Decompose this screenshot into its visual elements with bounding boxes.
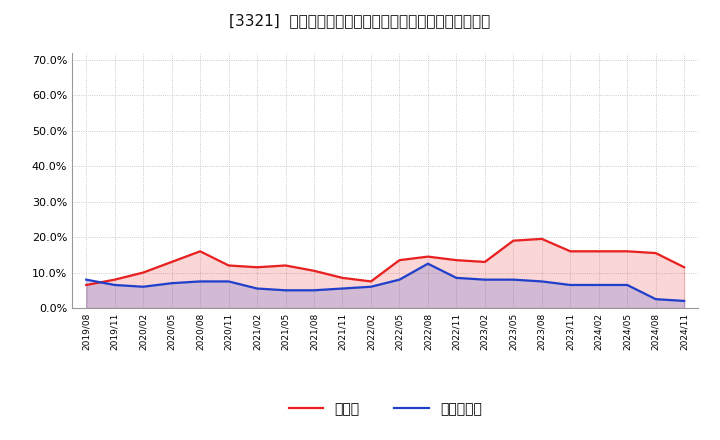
Line: 有利子負債: 有利子負債 (86, 264, 684, 301)
有利子負債 (282, 288, 290, 293)
現頓金 (623, 249, 631, 254)
現頓金 (480, 259, 489, 264)
現頓金 (110, 277, 119, 282)
現頓金 (82, 282, 91, 288)
有利子負債 (452, 275, 461, 281)
Text: [3321]  現頓金、有利子負債の総資産に対する比率の推移: [3321] 現頓金、有利子負債の総資産に対する比率の推移 (230, 13, 490, 28)
現頓金 (509, 238, 518, 243)
現頓金 (253, 264, 261, 270)
有利子負債 (595, 282, 603, 288)
現頓金 (652, 250, 660, 256)
有利子負債 (366, 284, 375, 290)
有利子負債 (509, 277, 518, 282)
現頓金 (452, 257, 461, 263)
Legend: 現頓金, 有利子負債: 現頓金, 有利子負債 (283, 396, 487, 422)
有利子負債 (196, 279, 204, 284)
有利子負債 (537, 279, 546, 284)
有利子負債 (480, 277, 489, 282)
有利子負債 (225, 279, 233, 284)
有利子負債 (167, 281, 176, 286)
有利子負債 (395, 277, 404, 282)
現頓金 (395, 257, 404, 263)
現頓金 (423, 254, 432, 259)
現頓金 (680, 264, 688, 270)
現頓金 (338, 275, 347, 281)
現頓金 (139, 270, 148, 275)
有利子負債 (310, 288, 318, 293)
現頓金 (366, 279, 375, 284)
有利子負債 (652, 297, 660, 302)
現頓金 (225, 263, 233, 268)
有利子負債 (110, 282, 119, 288)
有利子負債 (623, 282, 631, 288)
有利子負債 (253, 286, 261, 291)
現頓金 (595, 249, 603, 254)
現頓金 (196, 249, 204, 254)
有利子負債 (338, 286, 347, 291)
有利子負債 (566, 282, 575, 288)
有利子負債 (423, 261, 432, 266)
現頓金 (537, 236, 546, 242)
現頓金 (566, 249, 575, 254)
現頓金 (167, 259, 176, 264)
現頓金 (282, 263, 290, 268)
Line: 現頓金: 現頓金 (86, 239, 684, 285)
有利子負債 (680, 298, 688, 304)
現頓金 (310, 268, 318, 273)
有利子負債 (82, 277, 91, 282)
有利子負債 (139, 284, 148, 290)
